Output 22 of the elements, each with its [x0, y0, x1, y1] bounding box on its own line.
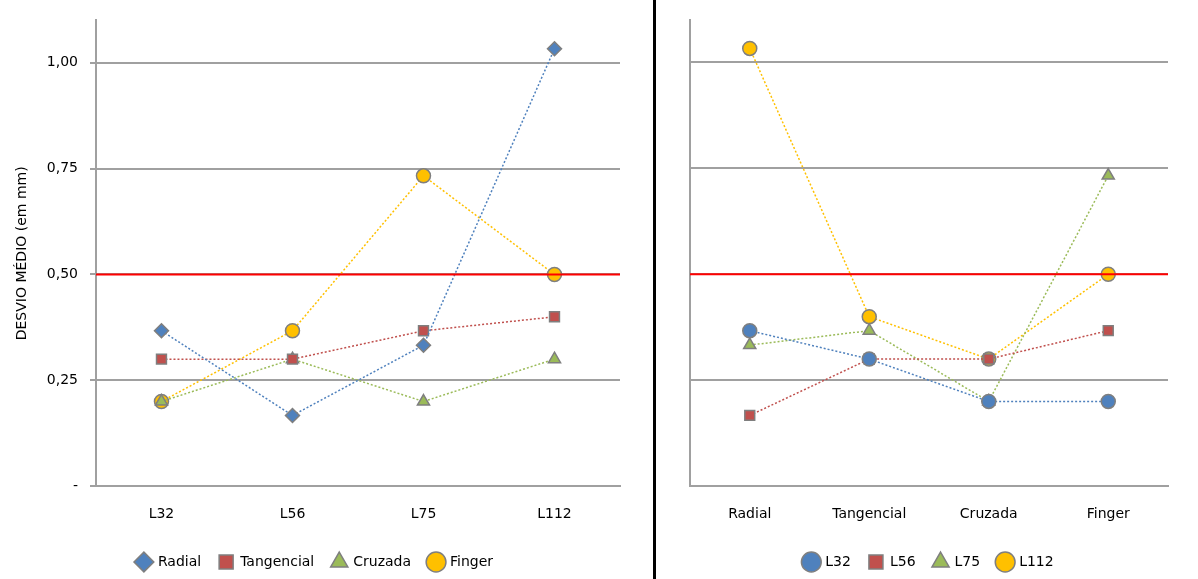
legend-label: Radial — [157, 552, 202, 569]
y-axis-title: DESVIO MÉDIO (em mm) — [13, 166, 30, 341]
y-tick-label: 0,50 — [46, 265, 78, 282]
legend-label: L112 — [1019, 552, 1054, 569]
x-tick-label: Cruzada — [959, 505, 1018, 522]
x-tick-label: L56 — [279, 505, 306, 522]
y-tick-label: - — [72, 476, 78, 493]
legend-label: Tangencial — [239, 552, 315, 569]
legend-label: L56 — [889, 552, 916, 569]
x-tick-label: L32 — [148, 505, 175, 522]
x-tick-label: L75 — [410, 505, 437, 522]
legend-label: L75 — [954, 552, 981, 569]
y-tick-label: 0,25 — [46, 370, 78, 387]
y-tick-label: 1,00 — [46, 53, 78, 70]
x-tick-label: Finger — [1086, 505, 1131, 522]
legend-label: Finger — [450, 552, 494, 569]
x-tick-label: L112 — [537, 505, 572, 522]
legend-label: L32 — [825, 552, 851, 569]
x-tick-label: Radial — [728, 505, 772, 522]
x-tick-label: Tangencial — [831, 505, 907, 522]
y-tick-label: 0,75 — [46, 159, 78, 176]
legend-label: Cruzada — [353, 552, 412, 569]
